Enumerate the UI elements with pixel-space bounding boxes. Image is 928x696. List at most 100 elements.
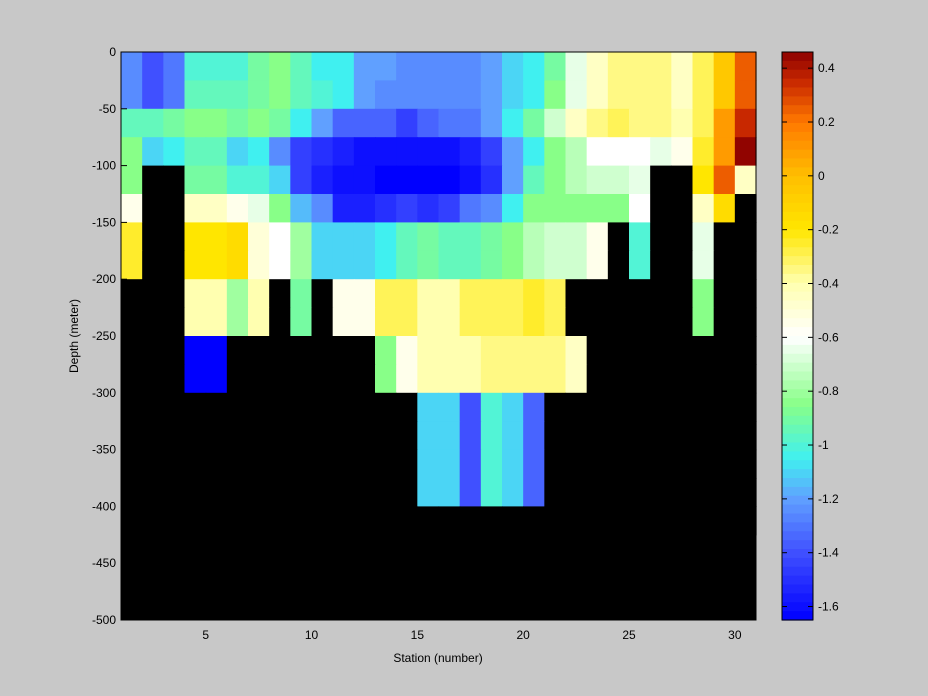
heatmap-cell: [713, 478, 736, 507]
y-tick-label: -250: [92, 329, 116, 343]
heatmap-cell: [523, 421, 545, 451]
heatmap-cell: [205, 165, 228, 195]
heatmap-cell: [375, 165, 397, 195]
colorbar-segment: [782, 211, 813, 222]
heatmap-cell: [205, 250, 228, 280]
heatmap-cell: [502, 165, 524, 195]
colorbar-segment: [782, 433, 813, 444]
heatmap-cell: [142, 80, 164, 110]
heatmap-cell: [565, 250, 588, 280]
heatmap-cell: [459, 250, 482, 280]
heatmap-cell: [671, 250, 694, 280]
heatmap-cell: [629, 137, 651, 167]
heatmap-cell: [396, 364, 418, 394]
heatmap-cell: [586, 478, 609, 507]
heatmap-cell: [544, 52, 567, 81]
heatmap-cell: [142, 449, 164, 479]
heatmap-cell: [248, 222, 270, 252]
heatmap-cell: [650, 52, 672, 81]
heatmap-cell: [184, 80, 207, 110]
heatmap-cell: [311, 80, 334, 110]
heatmap-cell: [248, 392, 270, 422]
heatmap-cell: [396, 52, 418, 81]
heatmap-cell: [650, 222, 672, 252]
heatmap-cell: [459, 421, 482, 451]
heatmap-cell: [163, 108, 186, 138]
y-axis-label: Depth (meter): [67, 299, 81, 373]
heatmap-cell: [353, 364, 376, 394]
heatmap-cell: [502, 307, 524, 337]
heatmap-cell: [607, 52, 630, 81]
heatmap-cell: [586, 165, 609, 195]
heatmap-cell: [417, 222, 440, 252]
heatmap-cell: [502, 421, 524, 451]
heatmap-cell: [226, 250, 249, 280]
heatmap-cell: [417, 80, 440, 110]
heatmap-cell: [438, 336, 461, 365]
heatmap-cell: [248, 80, 270, 110]
heatmap-cell: [142, 336, 164, 365]
heatmap-cell: [269, 392, 291, 422]
heatmap-cell: [375, 108, 397, 138]
heatmap-cell: [713, 80, 736, 110]
heatmap-cell: [184, 108, 207, 138]
heatmap-cell: [480, 421, 503, 451]
heatmap-cell: [692, 307, 715, 337]
heatmap-cell: [523, 194, 545, 223]
heatmap-cell: [311, 222, 334, 252]
heatmap-cell: [565, 364, 588, 394]
heatmap-cell: [607, 108, 630, 138]
heatmap-cell: [480, 52, 503, 81]
colorbar-segment: [782, 52, 813, 62]
colorbar-segment: [782, 158, 813, 168]
heatmap-cell: [523, 279, 545, 309]
heatmap-cell: [142, 279, 164, 309]
heatmap-cell: [417, 250, 440, 280]
heatmap-cell: [565, 449, 588, 479]
x-tick-label: 30: [728, 628, 742, 642]
heatmap-cell: [121, 194, 143, 223]
heatmap-cell: [375, 222, 397, 252]
heatmap-cell: [332, 336, 355, 365]
heatmap-cell: [163, 194, 186, 223]
heatmap-cell: [205, 506, 228, 536]
heatmap-cell: [734, 336, 757, 365]
heatmap-cell: [332, 279, 355, 309]
heatmap-cell: [417, 108, 440, 138]
heatmap-cell: [248, 506, 270, 536]
heatmap-cell: [523, 364, 545, 394]
heatmap-cell: [121, 336, 143, 365]
heatmap-cell: [438, 307, 461, 337]
colorbar-ticks: 0.4 0.2 0 -0.2 -0.4 -0.6 -0.8 -1 -1.2 -1.4 -1.6: [782, 61, 839, 614]
heatmap-cell: [438, 421, 461, 451]
heatmap-cell: [650, 478, 672, 507]
colorbar-segment: [782, 584, 813, 594]
heatmap-cell: [480, 165, 503, 195]
heatmap-cell: [565, 478, 588, 507]
heatmap-cell: [713, 506, 736, 536]
heatmap-cell: [671, 194, 694, 223]
heatmap-cell: [290, 421, 313, 451]
x-tick-label: 10: [305, 628, 319, 642]
colorbar-segment: [782, 69, 813, 80]
heatmap-cell: [650, 279, 672, 309]
heatmap-cell: [544, 165, 567, 195]
colorbar-segment: [782, 140, 813, 151]
heatmap-cell: [290, 250, 313, 280]
heatmap-cell: [459, 108, 482, 138]
heatmap-cell: [438, 222, 461, 252]
heatmap-cell: [692, 392, 715, 422]
heatmap-cell: [311, 250, 334, 280]
heatmap-cell: [375, 137, 397, 167]
colorbar-segment: [782, 575, 813, 586]
colorbar-segment: [782, 336, 813, 346]
x-tick-label: 25: [622, 628, 636, 642]
colorbar-segment: [782, 291, 813, 302]
heatmap-cell: [248, 194, 270, 223]
heatmap-cell: [248, 108, 270, 138]
heatmap-cell: [480, 364, 503, 394]
colorbar-segment: [782, 593, 813, 603]
heatmap-cell: [163, 307, 186, 337]
heatmap-cell: [353, 52, 376, 81]
heatmap-cell: [226, 421, 249, 451]
